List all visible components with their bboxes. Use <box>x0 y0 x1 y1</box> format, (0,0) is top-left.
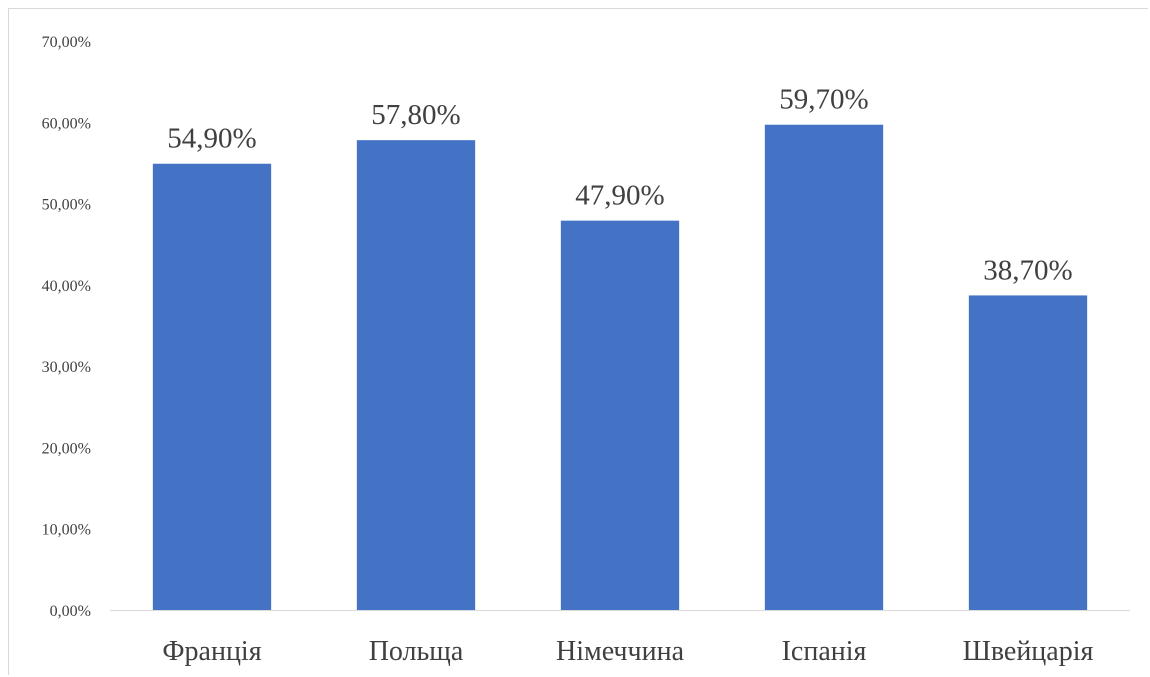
bar <box>968 295 1088 610</box>
x-axis-categories: Франція Польща Німеччина Іспанія Швейцарія <box>162 636 1093 667</box>
bars-group <box>152 124 1088 611</box>
category-label: Франція <box>162 636 261 667</box>
category-label: Польща <box>369 636 464 667</box>
y-axis-ticks: 0,00% 10,00% 20,00% 30,00% 40,00% 50,00% 60,00… <box>42 34 91 620</box>
bar-value-label: 59,70% <box>779 84 868 116</box>
y-tick-label: 10,00% <box>42 522 91 539</box>
y-tick-label: 0,00% <box>50 603 91 620</box>
category-label: Швейцарія <box>963 636 1094 667</box>
data-labels-group: 54,90% 57,80% 47,90% 59,70% 38,70% <box>167 84 1072 287</box>
category-label: Іспанія <box>782 636 867 667</box>
category-label: Німеччина <box>556 636 685 667</box>
chart-frame <box>8 8 1148 675</box>
bar-value-label: 47,90% <box>575 180 664 212</box>
bar <box>356 140 476 610</box>
y-tick-label: 50,00% <box>42 197 91 214</box>
bar <box>560 220 680 611</box>
y-tick-label: 70,00% <box>42 34 91 51</box>
bar-value-label: 57,80% <box>371 99 460 131</box>
bar-value-label: 54,90% <box>167 123 256 155</box>
y-tick-label: 20,00% <box>42 440 91 457</box>
y-tick-label: 30,00% <box>42 359 91 376</box>
y-tick-label: 40,00% <box>42 278 91 295</box>
bar <box>764 124 884 610</box>
bar-value-label: 38,70% <box>983 254 1072 286</box>
bar <box>152 163 272 610</box>
y-tick-label: 60,00% <box>42 115 91 132</box>
